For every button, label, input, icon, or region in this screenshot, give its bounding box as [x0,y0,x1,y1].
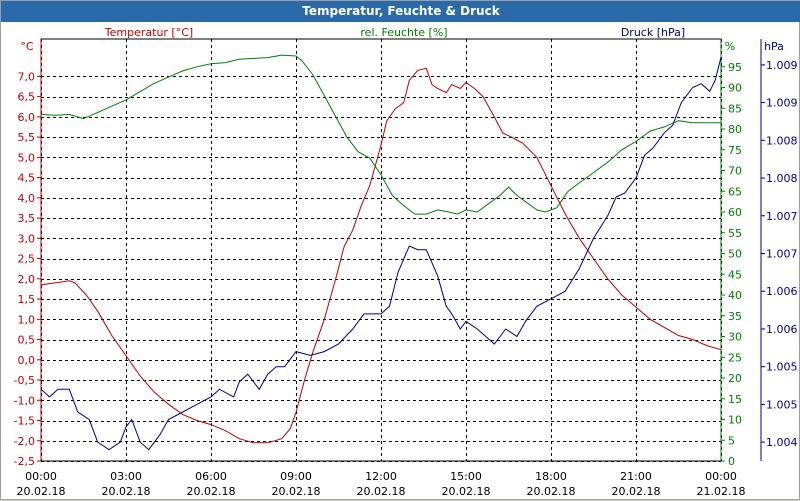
pressure-tick-label: 1.008 [766,172,798,185]
humidity-tick-label: 45 [728,268,742,281]
pressure-tick-label: 1.008 [766,134,798,147]
temp-tick-label: 6,0 [18,111,36,124]
humidity-tick-label: 65 [728,185,742,198]
temp-tick-label: 7,0 [18,70,36,83]
x-tick-date: 20.02.18 [102,485,151,498]
temp-tick-label: -2,0 [14,435,35,448]
x-tick-time: 06:00 [195,470,227,483]
temp-tick-label: 5,0 [18,151,36,164]
temp-unit-label: °C [20,40,34,53]
temp-tick-label: 6,5 [18,91,36,104]
temp-tick-label: 3,0 [18,232,36,245]
pressure-tick-label: 1.005 [766,361,798,374]
humidity-tick-label: 5 [728,434,735,447]
humidity-tick-label: 25 [728,351,742,364]
temp-tick-label: 2,0 [18,273,36,286]
temp-tick-label: -0,5 [14,374,35,387]
humidity-tick-label: 75 [728,144,742,157]
pressure-tick-label: 1.004 [766,436,798,449]
x-tick-date: 20.02.18 [612,485,661,498]
x-tick-date: 20.02.18 [187,485,236,498]
x-tick-time: 00:00 [25,470,57,483]
humidity-tick-label: 80 [728,123,742,136]
humidity-axis-title: rel. Feuchte [%] [360,26,447,39]
x-tick-time: 18:00 [535,470,567,483]
temp-tick-label: 5,5 [18,131,36,144]
pressure-tick-label: 1.006 [766,323,798,336]
temp-tick-label: 0,5 [18,334,36,347]
temp-tick-label: 1,5 [18,293,36,306]
x-tick-time: 03:00 [110,470,142,483]
series-line-humidity [40,54,721,215]
temp-tick-label: -1,5 [14,415,35,428]
humidity-tick-label: 30 [728,331,742,344]
humidity-tick-label: 60 [728,206,742,219]
series-line-pressure [40,57,722,451]
chart-title: Temperatur, Feuchte & Druck [1,1,800,22]
pressure-tick-label: 1.005 [766,398,798,411]
temp-tick-label: 1,0 [18,313,36,326]
x-tick-date: 21.02.18 [697,485,746,498]
series-line-temperature [40,67,722,444]
humidity-tick-label: 85 [728,102,742,115]
humidity-tick-label: 50 [728,248,742,261]
pressure-tick-label: 1.009 [766,97,798,110]
temp-axis-title: Temperatur [°C] [104,26,193,39]
humidity-tick-label: 55 [728,227,742,240]
pressure-tick-label: 1.006 [766,285,798,298]
humidity-tick-label: 20 [728,372,742,385]
pressure-axis-title: Druck [hPa] [621,26,685,39]
humidity-tick-label: 15 [728,393,742,406]
pressure-tick-label: 1.007 [766,210,798,223]
x-tick-date: 20.02.18 [357,485,406,498]
temp-tick-label: 3,5 [18,212,36,225]
x-tick-date: 20.02.18 [17,485,66,498]
humidity-tick-label: 0 [728,455,735,468]
temp-tick-label: 0,0 [18,354,36,367]
x-tick-date: 20.02.18 [527,485,576,498]
humidity-tick-label: 95 [728,61,742,74]
temp-tick-label: 4,5 [18,172,36,185]
x-tick-date: 20.02.18 [442,485,491,498]
pressure-tick-label: 1.009 [766,59,798,72]
x-tick-date: 20.02.18 [272,485,321,498]
temp-tick-label: -1,0 [14,394,35,407]
x-tick-time: 12:00 [365,470,397,483]
humidity-unit-label: % [725,40,735,53]
pressure-tick-label: 1.007 [766,248,798,261]
temp-tick-label: 2,5 [18,253,36,266]
pressure-unit-label: hPa [764,40,784,53]
x-tick-time: 15:00 [450,470,482,483]
humidity-tick-label: 70 [728,165,742,178]
humidity-tick-label: 10 [728,414,742,427]
humidity-tick-label: 90 [728,82,742,95]
x-tick-time: 09:00 [280,470,312,483]
humidity-tick-label: 35 [728,310,742,323]
temp-tick-label: -2,5 [14,455,35,468]
humidity-tick-label: 40 [728,289,742,302]
x-tick-time: 00:00 [705,470,737,483]
temp-tick-label: 4,0 [18,192,36,205]
x-tick-time: 21:00 [620,470,652,483]
